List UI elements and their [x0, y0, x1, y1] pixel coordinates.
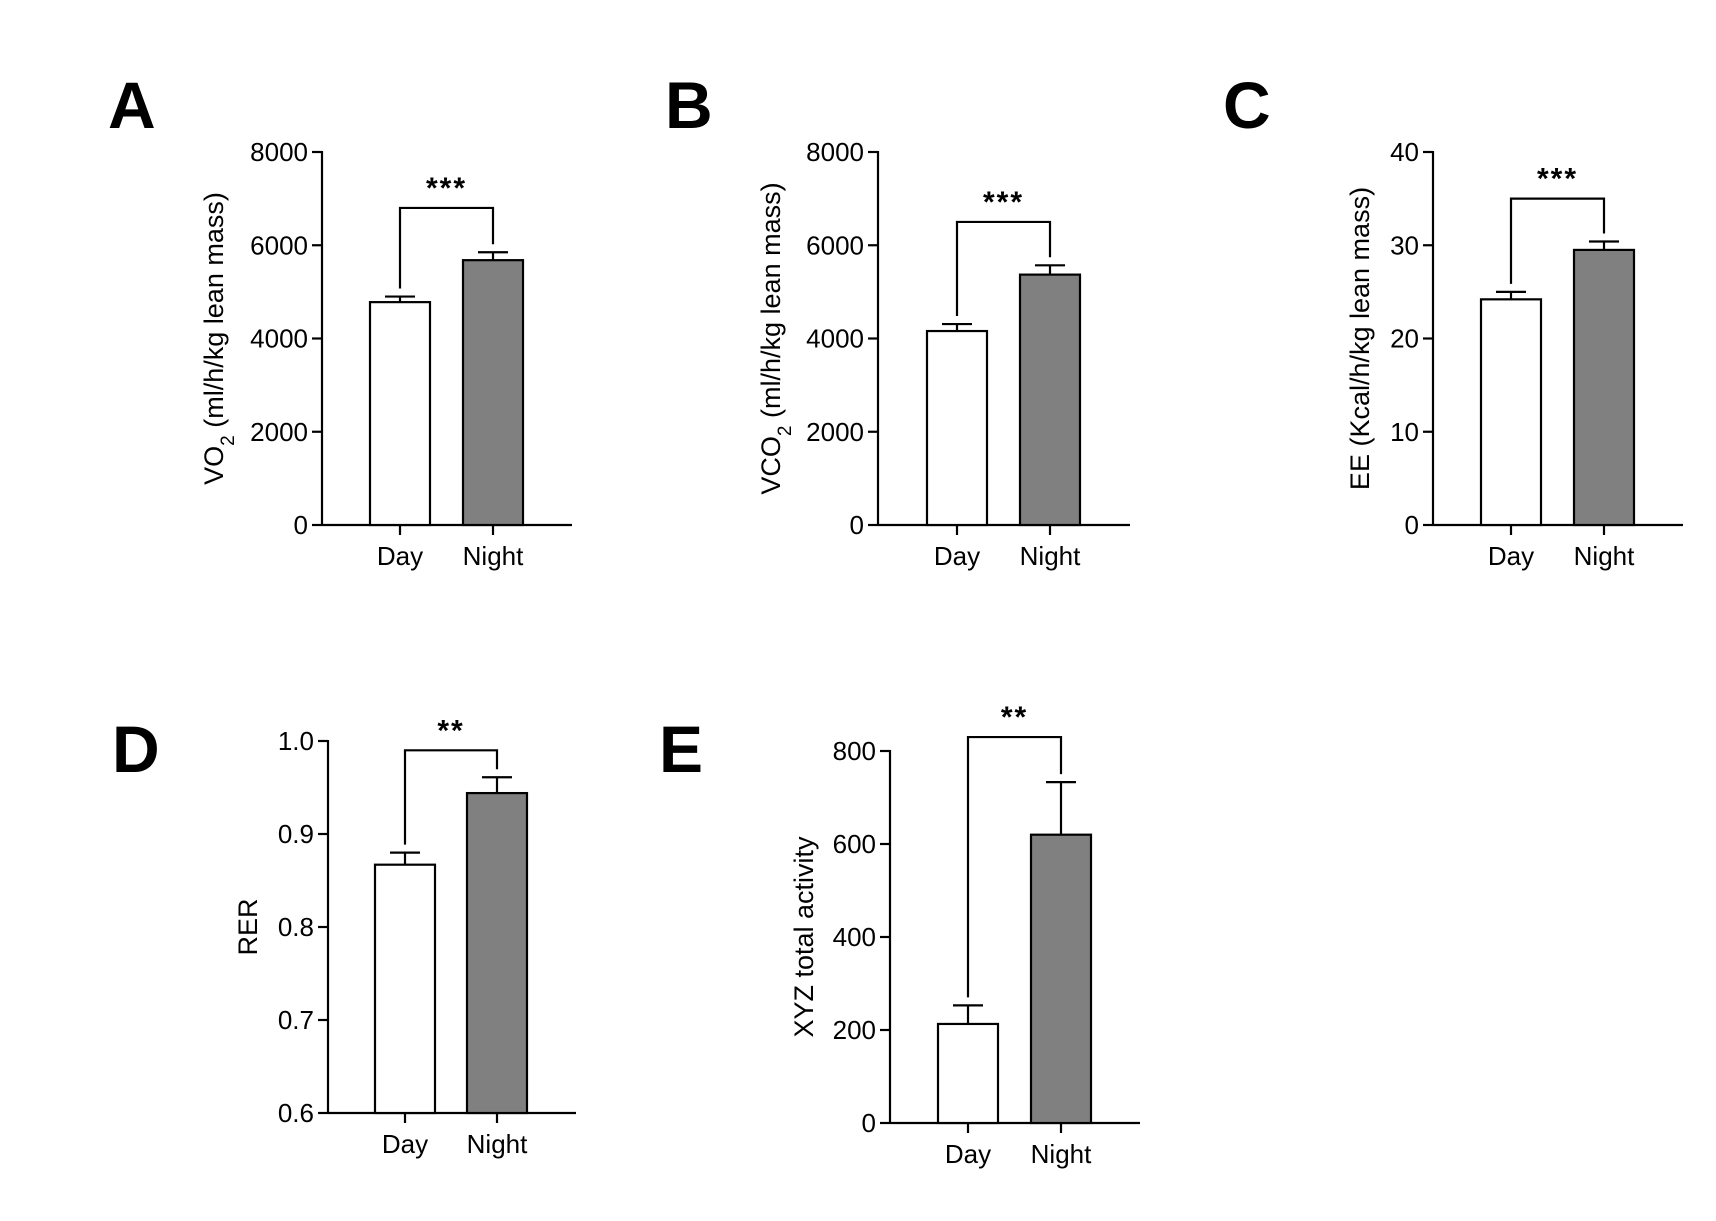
bar-night	[461, 259, 525, 527]
x-category-label: Day	[382, 1129, 428, 1159]
y-tick-label: 8000	[806, 137, 864, 167]
significance-stars: ***	[1537, 163, 1578, 196]
bar-day	[373, 863, 437, 1115]
x-category-label: Night	[1020, 541, 1081, 571]
x-category-label: Day	[1488, 541, 1534, 571]
y-tick-label: 1.0	[278, 726, 314, 756]
panel-c: C 0 10 20 30 40 Day Night *** EE (Kcal/h/kg lean…	[1223, 68, 1683, 571]
y-axis-title-main: VCO	[756, 436, 786, 495]
y-axis-title-main: XYZ total activity	[789, 836, 819, 1038]
y-tick-label: 30	[1390, 230, 1419, 260]
y-tick-label: 6000	[250, 230, 308, 260]
significance-bracket	[1509, 197, 1606, 284]
y-axis-title-main: RER	[233, 898, 263, 955]
x-category-label: Night	[467, 1129, 528, 1159]
bar-night	[1018, 273, 1082, 527]
y-tick-label: 0.7	[278, 1005, 314, 1035]
y-axis-title: VCO2 (ml/h/kg lean mass)	[756, 182, 796, 494]
panel-letter-c: C	[1223, 68, 1271, 142]
x-category-label: Day	[934, 541, 980, 571]
significance-stars: ***	[983, 186, 1024, 219]
y-tick-label: 2000	[806, 417, 864, 447]
bar-day	[1479, 298, 1543, 527]
y-tick-label: 20	[1390, 324, 1419, 354]
y-axis-title-rest: (ml/h/kg lean mass)	[199, 192, 229, 435]
chart-c: 0 10 20 30 40 Day Night *** EE (Kcal/h/kg lean m…	[1345, 137, 1683, 571]
chart-e: 0 200 400 600 800 Day Night ** XYZ total activit…	[789, 701, 1140, 1169]
y-tick-label: 600	[833, 829, 876, 859]
y-tick-label: 0	[1405, 510, 1419, 540]
bar-day	[936, 1022, 1000, 1125]
y-tick-label: 0.8	[278, 912, 314, 942]
x-category-label: Night	[463, 541, 524, 571]
y-tick-label: 0.9	[278, 819, 314, 849]
bar-night	[465, 791, 529, 1115]
y-tick-label: 0	[294, 510, 308, 540]
significance-bracket	[955, 220, 1052, 317]
bar-night	[1029, 833, 1093, 1125]
y-tick-label: 0	[862, 1108, 876, 1138]
significance-stars: ***	[426, 172, 467, 205]
panel-letter-d: D	[112, 712, 160, 786]
y-axis-title-subscript: 2	[775, 425, 796, 436]
y-axis-title-main: EE (Kcal/h/kg lean mass)	[1345, 187, 1375, 490]
significance-stars: **	[1001, 701, 1028, 734]
significance-bracket	[966, 735, 1063, 998]
y-tick-label: 40	[1390, 137, 1419, 167]
y-tick-label: 8000	[250, 137, 308, 167]
y-tick-label: 2000	[250, 417, 308, 447]
panel-a: A 0 2000 4000 6000 8000 Day Night *** VO2 (ml/h/…	[108, 68, 572, 571]
y-tick-label: 6000	[806, 230, 864, 260]
y-axis-title: RER	[233, 898, 263, 955]
x-category-label: Night	[1574, 541, 1635, 571]
bar-night	[1572, 248, 1636, 527]
significance-bracket	[403, 749, 499, 845]
y-tick-label: 0	[850, 510, 864, 540]
y-axis-title-main: VO	[199, 446, 229, 485]
significance-stars: **	[437, 714, 464, 747]
panel-e: E 0 200 400 600 800 Day Night ** XYZ total activ…	[659, 701, 1140, 1169]
x-category-label: Day	[945, 1139, 991, 1169]
panel-letter-a: A	[108, 68, 156, 142]
y-tick-label: 0.6	[278, 1098, 314, 1128]
y-axis-title: VO2 (ml/h/kg lean mass)	[199, 192, 239, 485]
chart-b: 0 2000 4000 6000 8000 Day Night *** VCO2 (ml/h/k…	[756, 137, 1130, 571]
x-category-label: Night	[1031, 1139, 1092, 1169]
panel-b: B 0 2000 4000 6000 8000 Day Night *** VCO2 (ml/h…	[665, 68, 1130, 571]
panel-d: D 0.6 0.7 0.8 0.9 1.0 Day Night ** RER	[112, 712, 576, 1159]
chart-d: 0.6 0.7 0.8 0.9 1.0 Day Night ** RER	[233, 714, 576, 1159]
y-axis-title: XYZ total activity	[789, 836, 819, 1038]
panel-letter-b: B	[665, 68, 713, 142]
y-tick-label: 4000	[250, 324, 308, 354]
bar-day	[368, 301, 432, 527]
y-tick-label: 4000	[806, 324, 864, 354]
y-axis-title: EE (Kcal/h/kg lean mass)	[1345, 187, 1375, 490]
panel-letter-e: E	[659, 712, 703, 786]
chart-a: 0 2000 4000 6000 8000 Day Night *** VO2 (ml/h/kg…	[199, 137, 572, 571]
y-tick-label: 200	[833, 1015, 876, 1045]
y-tick-label: 10	[1390, 417, 1419, 447]
x-category-label: Day	[377, 541, 423, 571]
y-axis-title-subscript: 2	[218, 435, 239, 446]
y-axis-title-rest: (ml/h/kg lean mass)	[756, 182, 786, 425]
significance-bracket	[398, 206, 495, 289]
y-tick-label: 400	[833, 922, 876, 952]
y-tick-label: 800	[833, 736, 876, 766]
bar-day	[925, 329, 989, 527]
